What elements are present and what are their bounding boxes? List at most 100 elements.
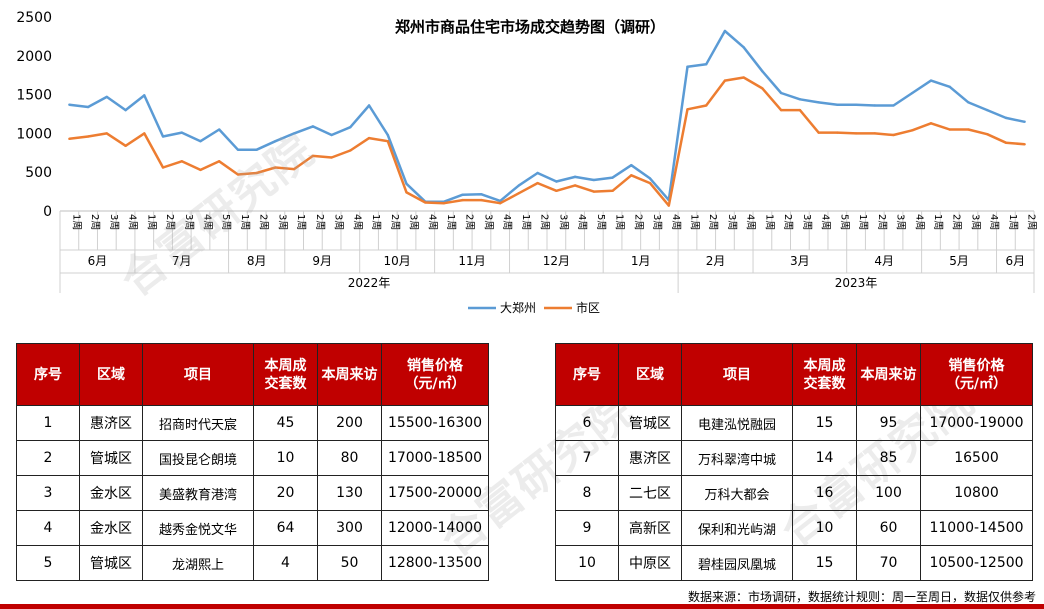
x-week-label: 1周: [445, 214, 457, 230]
data-point: [1004, 141, 1008, 144]
x-year-label: 2022年: [348, 276, 391, 290]
data-point: [985, 108, 989, 112]
table-header-cell: 区域: [79, 343, 143, 406]
table-cell: 45: [253, 405, 318, 441]
data-point: [798, 108, 802, 112]
data-point: [199, 168, 202, 172]
data-point: [274, 166, 277, 169]
x-week-label: 2周: [707, 214, 719, 230]
table-cell: 95: [856, 405, 921, 441]
data-point: [573, 184, 577, 187]
table-row: 1 惠济区 招商时代天宸 45 200 15500-16300: [16, 405, 489, 441]
project-table-left: 序号 区域 项目 本周成 交套数 本周来访 销售价格 （元/㎡） 1 惠济区 招商时代天宸 45 20…: [16, 343, 489, 581]
table-cell: 二七区: [618, 475, 682, 511]
table-header-cell: 项目: [681, 343, 793, 406]
data-point: [274, 139, 277, 143]
x-month-label: 10月: [384, 254, 411, 268]
data-point: [311, 154, 315, 158]
x-week-label: 2周: [258, 214, 270, 230]
x-week-label: 3周: [651, 214, 663, 230]
data-point: [218, 128, 221, 131]
legend-label: 大郑州: [500, 300, 536, 315]
data-point: [68, 103, 71, 106]
y-tick-label: 2500: [16, 10, 52, 26]
data-point: [517, 191, 521, 195]
table-cell: 85: [856, 440, 921, 476]
table-cell: 3: [16, 475, 80, 511]
data-point: [611, 189, 614, 193]
table-cell: 10500-12500: [920, 545, 1033, 581]
x-week-label: 3周: [895, 214, 907, 230]
data-point: [405, 182, 408, 186]
table-cell: 管城区: [79, 545, 143, 581]
table-header-cell: 本周成 交套数: [792, 343, 857, 406]
data-point: [723, 29, 727, 33]
x-week-label: 1周: [239, 214, 251, 230]
table-cell: 50: [317, 545, 382, 581]
table-cell: 电建泓悦融园: [681, 405, 793, 441]
data-point: [68, 137, 71, 141]
data-point: [967, 101, 970, 104]
data-point: [836, 103, 839, 106]
table-cell: 7: [555, 440, 619, 476]
x-week-label: 2周: [876, 214, 888, 230]
data-point: [236, 148, 240, 151]
x-month-label: 5月: [949, 254, 969, 268]
table-header-cell: 销售价格 （元/㎡）: [920, 343, 1033, 406]
table-cell: 16500: [920, 440, 1033, 476]
data-point: [236, 173, 240, 176]
table-header-row: 序号 区域 项目 本周成 交套数 本周来访 销售价格 （元/㎡）: [16, 343, 489, 406]
x-week-label: 3周: [108, 214, 120, 230]
data-point: [180, 131, 183, 134]
x-week-label: 3周: [801, 214, 813, 230]
data-point: [1023, 120, 1026, 123]
x-week-label: 1周: [932, 214, 944, 230]
data-point: [124, 108, 127, 112]
table-cell: 14: [792, 440, 857, 476]
x-month-label: 4月: [874, 254, 894, 268]
table-cell: 200: [317, 405, 382, 441]
table-cell: 管城区: [79, 440, 143, 476]
table-row: 8 二七区 万科大都会 16 100 10800: [555, 475, 1033, 511]
table-header-text: 本周成: [803, 357, 846, 374]
x-week-label: 1周: [295, 214, 307, 230]
table-cell: 保利和光屿湖: [681, 510, 793, 546]
x-week-label: 1周: [614, 214, 626, 230]
table-header-text: 交套数: [803, 375, 846, 392]
data-point: [367, 136, 371, 140]
x-week-label: 2周: [539, 214, 551, 230]
data-point: [386, 133, 389, 137]
table-cell: 17500-20000: [381, 475, 489, 511]
x-month-label: 6月: [88, 254, 108, 268]
table-header-cell: 本周成 交套数: [253, 343, 318, 406]
table-cell: 130: [317, 475, 382, 511]
table-cell: 6: [555, 405, 619, 441]
x-week-label: 4周: [426, 214, 438, 230]
table-header-cell: 本周来访: [317, 343, 382, 406]
table-header-cell: 项目: [142, 343, 254, 406]
table-row: 10 中原区 碧桂园凤凰城 15 70 10500-12500: [555, 545, 1033, 581]
table-header-text: 本周来访: [860, 366, 917, 383]
x-month-label: 12月: [543, 254, 570, 268]
table-cell: 碧桂园凤凰城: [681, 545, 793, 581]
data-point: [1023, 143, 1026, 146]
data-point: [929, 122, 933, 125]
data-point: [742, 46, 745, 49]
data-point: [911, 129, 914, 132]
table-header-cell: 序号: [555, 343, 619, 406]
data-point: [367, 104, 371, 107]
trend-chart: 郑州市商品住宅市场成交趋势图（调研） 0 500 1000 1500 2000 2500 1周…: [16, 10, 1037, 315]
table-cell: 17000-19000: [920, 405, 1033, 441]
data-point: [218, 160, 221, 163]
x-week-label: 1周: [1007, 214, 1019, 230]
data-point: [480, 198, 483, 202]
table-cell: 5: [16, 545, 80, 581]
table-header-text: （元/㎡）: [945, 375, 1008, 392]
data-point: [742, 76, 745, 79]
x-week-label: 5周: [595, 214, 607, 230]
x-week-label: 2周: [164, 214, 176, 230]
x-week-label: 1周: [70, 214, 82, 230]
data-point: [592, 178, 596, 182]
data-point: [686, 65, 689, 68]
data-point: [255, 171, 258, 175]
